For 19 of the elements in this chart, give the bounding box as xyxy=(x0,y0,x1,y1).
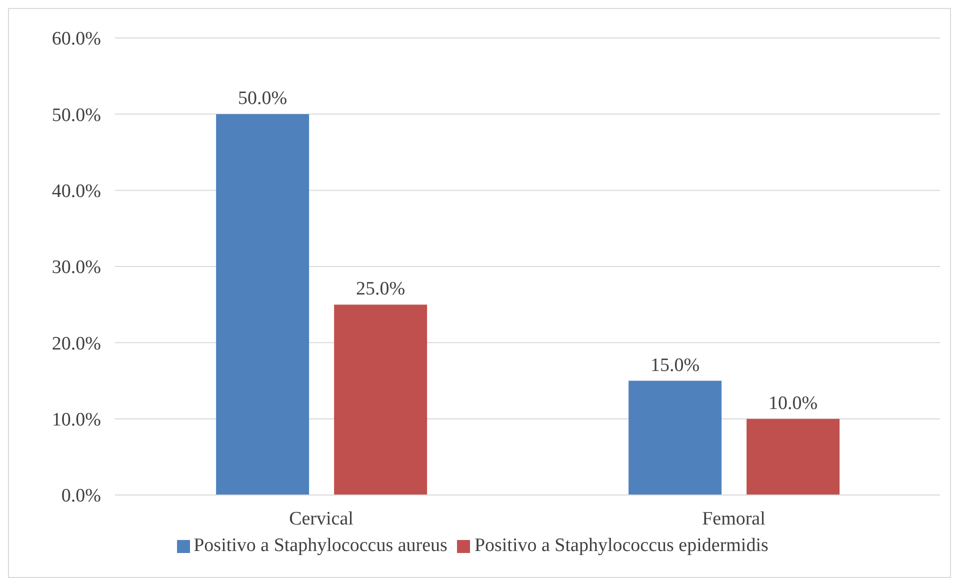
data-label: 50.0% xyxy=(238,88,288,110)
data-label: 25.0% xyxy=(356,278,406,300)
y-tick-label: 60.0% xyxy=(52,28,102,50)
y-tick-label: 40.0% xyxy=(52,181,102,202)
y-tick-label: 20.0% xyxy=(52,333,102,354)
y-tick-label: 0.0% xyxy=(61,486,102,507)
bar xyxy=(746,418,840,495)
x-tick-label: Femoral xyxy=(702,508,766,530)
bar xyxy=(216,114,310,495)
bar xyxy=(628,380,722,495)
y-tick-label: 50.0% xyxy=(52,104,102,126)
bar xyxy=(334,304,428,495)
x-tick-label: Cervical xyxy=(289,508,354,530)
legend-label: Positivo a Staphylococcus aureus xyxy=(194,535,448,556)
y-tick-label: 30.0% xyxy=(52,257,102,278)
data-label: 15.0% xyxy=(650,354,700,376)
legend-label: Positivo a Staphylococcus epidermidis xyxy=(474,535,768,556)
y-tick-label: 10.0% xyxy=(52,410,102,431)
data-label: 10.0% xyxy=(768,392,818,414)
